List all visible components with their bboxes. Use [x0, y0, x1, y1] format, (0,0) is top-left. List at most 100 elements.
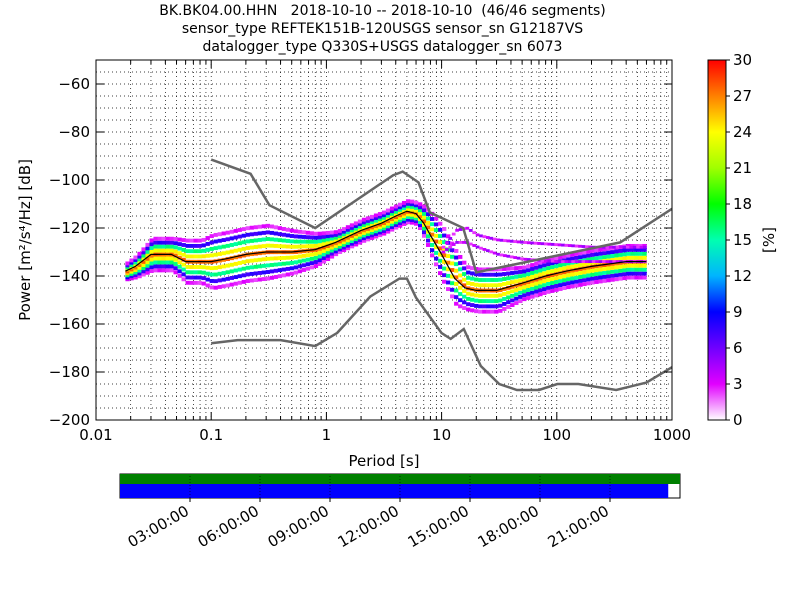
pdf-cell [610, 265, 615, 270]
pdf-cell [397, 221, 403, 226]
colorbar-ticks: 0 3 6 9 12 15 18 21 24 27 30 [726, 51, 752, 429]
pdf-cell [313, 243, 319, 248]
pdf-cell [413, 208, 419, 213]
pdf-cell [397, 215, 403, 220]
pdf-cell [173, 237, 178, 241]
pdf-cell [137, 254, 142, 259]
pdf-cell [305, 230, 311, 235]
pdf-cell [590, 280, 595, 285]
pdf-cell [213, 239, 218, 244]
pdf-cell [626, 267, 631, 272]
pdf-cell [305, 262, 311, 267]
pdf-cell [177, 237, 182, 242]
pdf-cell [153, 256, 158, 261]
pdf-cell [397, 202, 403, 207]
pdf-cell [265, 237, 270, 241]
pdf-cell [373, 229, 379, 234]
pdf-cell [526, 288, 531, 292]
pdf-cell [574, 255, 579, 260]
pdf-cell [185, 275, 190, 280]
pdf-cell [153, 248, 158, 253]
pdf-cell [237, 254, 242, 259]
pdf-cell [277, 238, 283, 243]
pdf-cell [265, 223, 270, 228]
pdf-cell [626, 263, 631, 268]
pdf-cell [153, 236, 158, 241]
pdf-cell [373, 224, 379, 228]
pdf-cell [470, 276, 475, 281]
pdf-cell [189, 254, 194, 259]
pdf-cell [570, 284, 575, 289]
pdf-cell [538, 288, 543, 293]
y-axis-ticks: −200 −180 −160 −140 −120 −100 −80 −60 [49, 75, 672, 429]
y-tick-label: −200 [49, 411, 90, 429]
pdf-cell [510, 266, 515, 271]
pdf-cell [293, 234, 299, 239]
pdf-cell [518, 299, 523, 304]
pdf-cell [642, 247, 647, 252]
colorbar-tick-label: 18 [733, 195, 752, 213]
outlier-cell [451, 232, 456, 236]
pdf-cell [409, 204, 415, 209]
pdf-cell [462, 300, 467, 305]
pdf-cell [309, 235, 315, 240]
pdf-cell [245, 239, 250, 244]
pdf-cell [550, 281, 555, 285]
pdf-cell [149, 246, 154, 251]
pdf-cell [165, 256, 170, 261]
outlier-cell [526, 241, 531, 245]
outlier-cell [581, 260, 586, 264]
pdf-cell [486, 293, 491, 298]
pdf-cell [329, 248, 335, 253]
pdf-cell [325, 240, 331, 245]
outlier-cell [533, 241, 538, 245]
outlier-cell [567, 260, 572, 264]
pdf-cell [261, 230, 266, 235]
pdf-cell [181, 238, 186, 243]
pdf-cell [125, 265, 130, 270]
pdf-cell [233, 281, 238, 286]
pdf-cell [373, 213, 379, 218]
pdf-cell [293, 270, 299, 275]
time-tick-label: 06:00:00 [195, 502, 262, 551]
pdf-cell [169, 260, 174, 265]
pdf-cell [161, 244, 166, 249]
pdf-cell [430, 227, 435, 232]
pdf-cell [566, 285, 571, 290]
colorbar-tick-label: 27 [733, 87, 752, 105]
pdf-cell [618, 268, 623, 273]
pdf-cell [209, 240, 214, 245]
pdf-cell [546, 274, 551, 278]
pdf-cell [486, 272, 491, 277]
outlier-cell [441, 245, 446, 249]
pdf-cell [237, 241, 242, 246]
pdf-cell [526, 264, 531, 269]
pdf-cell [165, 248, 170, 253]
outlier-cell [482, 247, 487, 251]
outlier-cell [622, 245, 627, 249]
pdf-cell [129, 269, 134, 274]
pdf-cell [193, 270, 198, 275]
pdf-cell [622, 264, 627, 269]
pdf-cell [417, 220, 423, 225]
pdf-cell [157, 240, 162, 245]
pdf-cell [393, 209, 399, 214]
pdf-cell [598, 255, 603, 260]
pdf-cell [482, 278, 487, 282]
pdf-cell [401, 211, 407, 216]
pdf-cell [522, 281, 527, 286]
pdf-cell [153, 240, 158, 245]
pdf-cell [506, 276, 511, 281]
pdf-cell [622, 268, 627, 273]
y-tick-label: −100 [49, 171, 90, 189]
pdf-cell [137, 268, 142, 273]
pdf-cell [434, 228, 439, 233]
pdf-cell [506, 300, 511, 305]
pdf-cell [197, 238, 202, 243]
pdf-cell [189, 249, 194, 254]
pdf-cell [357, 232, 363, 237]
pdf-cell [458, 298, 463, 303]
pdf-cell [241, 246, 246, 251]
pdf-cell [249, 271, 254, 276]
pdf-cell [582, 278, 587, 283]
